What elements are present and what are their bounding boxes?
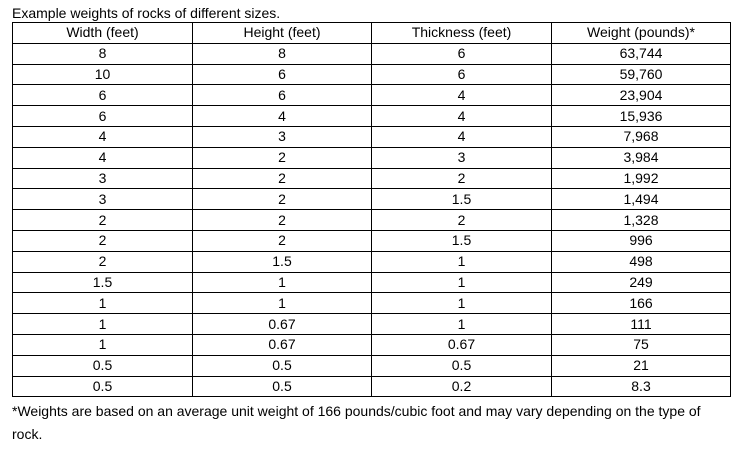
cell-width: 8	[12, 42, 193, 65]
cell-weight: 1,494	[551, 188, 731, 211]
cell-height: 6	[192, 63, 372, 86]
cell-weight: 63,744	[551, 42, 731, 65]
table-row: 4 3 4 7,968	[12, 125, 731, 148]
cell-weight: 7,968	[551, 125, 731, 148]
column-header-height: Height (feet)	[192, 22, 372, 44]
table-row: 2 1.5 1 498	[12, 250, 731, 273]
cell-width: 4	[12, 146, 193, 169]
table-row: 8 8 6 63,744	[12, 42, 731, 65]
column-header-thickness: Thickness (feet)	[371, 22, 552, 44]
cell-height: 0.67	[192, 333, 372, 356]
cell-height: 2	[192, 209, 372, 231]
cell-height: 6	[192, 84, 372, 107]
table-row: 0.5 0.5 0.5 21	[12, 354, 731, 377]
cell-thickness: 1.5	[371, 229, 552, 252]
table-row: 4 2 3 3,984	[12, 146, 731, 169]
cell-height: 1	[192, 292, 372, 315]
table-row: 1 1 1 166	[12, 292, 731, 315]
cell-width: 0.5	[12, 354, 193, 377]
table-header-row: Width (feet) Height (feet) Thickness (fe…	[12, 22, 731, 44]
cell-width: 1	[12, 313, 193, 335]
cell-width: 2	[12, 209, 193, 231]
cell-height: 0.5	[192, 354, 372, 377]
rock-weights-table: Width (feet) Height (feet) Thickness (fe…	[12, 22, 731, 398]
cell-weight: 111	[551, 313, 731, 335]
cell-thickness: 1	[371, 292, 552, 315]
table-body: 8 8 6 63,744 10 6 6 59,760 6 6 4 23,904 6 4 4 15,936 4 3 4…	[12, 42, 731, 398]
cell-width: 3	[12, 167, 193, 190]
cell-weight: 3,984	[551, 146, 731, 169]
cell-width: 6	[12, 84, 193, 107]
table-row: 0.5 0.5 0.2 8.3	[12, 375, 731, 398]
cell-height: 2	[192, 146, 372, 169]
cell-thickness: 2	[371, 209, 552, 231]
cell-thickness: 1.5	[371, 188, 552, 211]
cell-weight: 15,936	[551, 105, 731, 127]
cell-height: 8	[192, 42, 372, 65]
cell-width: 3	[12, 188, 193, 211]
cell-height: 3	[192, 125, 372, 148]
cell-width: 1	[12, 333, 193, 356]
cell-width: 2	[12, 229, 193, 252]
cell-width: 10	[12, 63, 193, 86]
column-header-weight: Weight (pounds)*	[551, 22, 731, 44]
cell-thickness: 2	[371, 167, 552, 190]
cell-thickness: 4	[371, 125, 552, 148]
table-row: 10 6 6 59,760	[12, 63, 731, 86]
cell-thickness: 1	[371, 250, 552, 273]
cell-width: 2	[12, 250, 193, 273]
cell-thickness: 0.2	[371, 375, 552, 398]
column-header-width: Width (feet)	[12, 22, 193, 44]
cell-weight: 996	[551, 229, 731, 252]
cell-height: 1	[192, 271, 372, 294]
cell-weight: 1,328	[551, 209, 731, 231]
cell-height: 0.67	[192, 313, 372, 335]
cell-thickness: 6	[371, 42, 552, 65]
cell-width: 0.5	[12, 375, 193, 398]
table-caption: Example weights of rocks of different si…	[12, 5, 281, 21]
table-row: 6 4 4 15,936	[12, 105, 731, 127]
cell-weight: 166	[551, 292, 731, 315]
cell-weight: 59,760	[551, 63, 731, 86]
cell-weight: 75	[551, 333, 731, 356]
table-row: 1 0.67 1 111	[12, 313, 731, 335]
table-row: 3 2 1.5 1,494	[12, 188, 731, 211]
table-row: 3 2 2 1,992	[12, 167, 731, 190]
table-row: 1.5 1 1 249	[12, 271, 731, 294]
cell-weight: 1,992	[551, 167, 731, 190]
table-row: 2 2 2 1,328	[12, 209, 731, 231]
cell-width: 1	[12, 292, 193, 315]
table-row: 1 0.67 0.67 75	[12, 333, 731, 356]
cell-thickness: 0.5	[371, 354, 552, 377]
cell-weight: 249	[551, 271, 731, 294]
cell-thickness: 4	[371, 105, 552, 127]
cell-thickness: 3	[371, 146, 552, 169]
cell-height: 2	[192, 167, 372, 190]
cell-width: 4	[12, 125, 193, 148]
table-row: 6 6 4 23,904	[12, 84, 731, 107]
cell-height: 2	[192, 229, 372, 252]
cell-width: 1.5	[12, 271, 193, 294]
cell-thickness: 6	[371, 63, 552, 86]
cell-weight: 23,904	[551, 84, 731, 107]
cell-width: 6	[12, 105, 193, 127]
cell-thickness: 0.67	[371, 333, 552, 356]
cell-thickness: 4	[371, 84, 552, 107]
cell-weight: 498	[551, 250, 731, 273]
table-row: 2 2 1.5 996	[12, 229, 731, 252]
cell-thickness: 1	[371, 271, 552, 294]
cell-thickness: 1	[371, 313, 552, 335]
cell-height: 2	[192, 188, 372, 211]
cell-height: 4	[192, 105, 372, 127]
cell-weight: 21	[551, 354, 731, 377]
footnote: *Weights are based on an average unit we…	[12, 403, 701, 442]
cell-weight: 8.3	[551, 375, 731, 398]
cell-height: 1.5	[192, 250, 372, 273]
cell-height: 0.5	[192, 375, 372, 398]
